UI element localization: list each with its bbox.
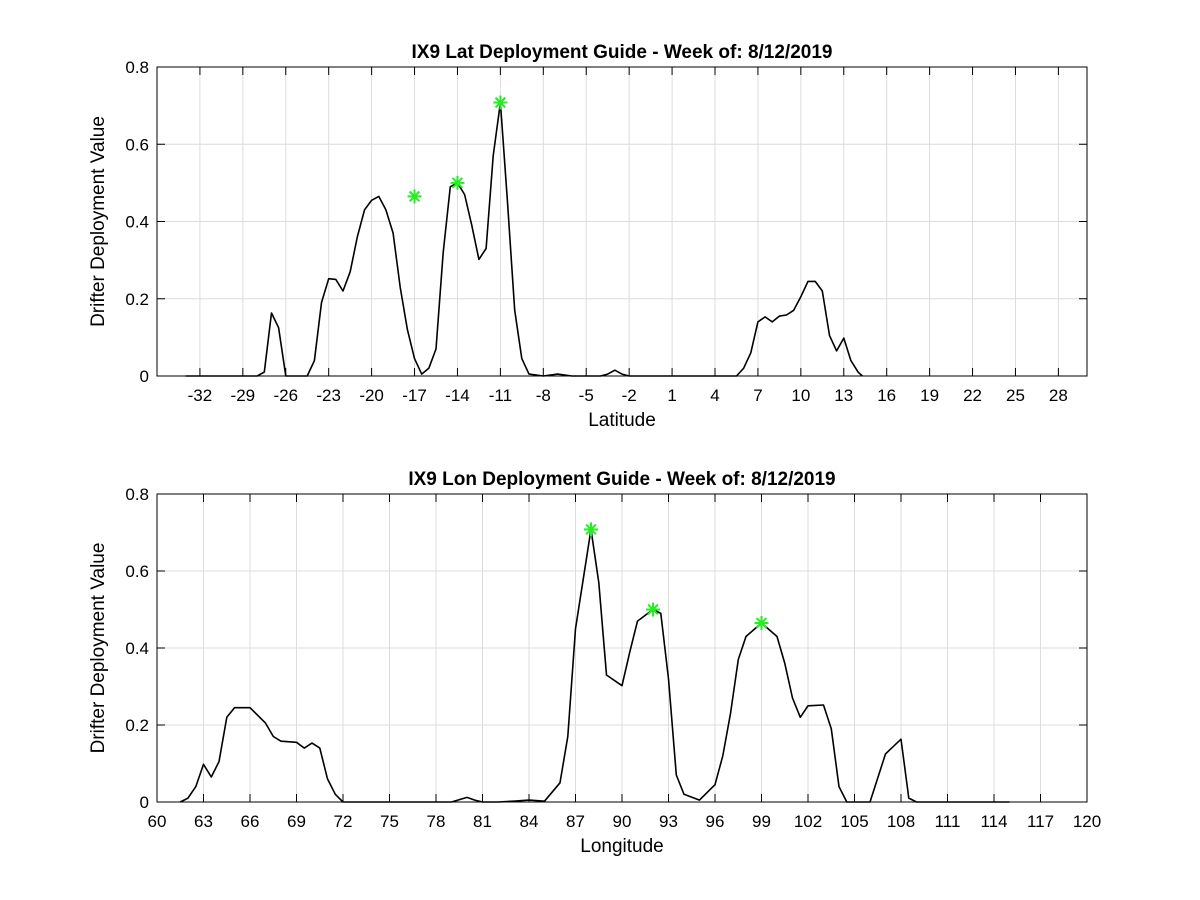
x-axis-label: Latitude [588,410,656,431]
peak-marker-stroke [494,96,506,109]
y-tick-label: 0.2 [125,290,149,309]
y-tick-label: 0.8 [125,485,149,504]
peak-marker [584,522,598,537]
peak-marker [407,189,422,204]
peak-marker [646,602,660,617]
chart-title: IX9 Lat Deployment Guide - Week of: 8/12… [412,42,833,63]
peak-marker-stroke [585,523,597,536]
x-tick-label: 102 [794,812,822,831]
plot-frame [156,66,1088,377]
y-tick-label: 0.8 [125,58,149,77]
x-tick-label: 117 [1027,812,1054,831]
x-tick-label: 108 [887,812,915,831]
x-tick-label: 16 [877,386,896,405]
longitude-chart: 60 63 66 69 72 75 78 81 84 87 90 93 96 99 102 105 108 111… [88,469,1101,857]
x-tick-label: 90 [613,812,632,831]
x-tick-label: 25 [1006,386,1025,405]
x-tick-label: -20 [359,386,384,405]
x-tick-label: 111 [935,812,961,831]
x-tick-label: -11 [489,386,512,405]
x-tick-label: 66 [241,812,260,831]
x-tick-label: 69 [287,812,306,831]
chart-title: IX9 Lon Deployment Guide - Week of: 8/12… [408,469,835,490]
x-tick-label: -23 [316,386,341,405]
x-tick-label: 1 [667,386,676,405]
peak-marker [754,615,769,630]
y-tick-label: 0.6 [125,135,149,154]
x-tick-label: 93 [659,812,678,831]
x-tick-label: -2 [622,386,637,405]
latitude-chart: -32 -29 -26 -23 -20 -17 -14 -11 -8 -5 -2 1 4 7 10 13 16 1… [88,42,1088,431]
y-tick-label: 0.4 [125,213,149,232]
x-axis-label: Longitude [580,836,663,857]
x-tick-label: -14 [445,386,470,405]
peak-marker [450,175,465,190]
peak-marker-stroke [755,617,768,629]
x-tick-label: 84 [520,812,539,831]
x-tick-label: 22 [963,386,982,405]
peak-marker-stroke [451,177,464,189]
y-tick-label: 0.4 [125,639,149,658]
y-tick-label: 0 [140,367,149,386]
peak-marker-stroke [408,190,421,203]
y-tick-label: 0 [140,793,149,812]
x-tick-label: 78 [427,812,446,831]
x-tick-label: 19 [920,386,939,405]
x-tick-label: 72 [334,812,353,831]
x-tick-label: 60 [148,812,167,831]
peak-marker [493,95,508,110]
x-tick-label: 28 [1049,386,1068,405]
x-tick-label: 13 [834,386,853,405]
x-tick-label: -17 [402,386,427,405]
x-tick-label: 63 [194,812,213,831]
y-axis-label: Drifter Deployment Value [88,543,109,754]
x-tick-label: 75 [380,812,399,831]
x-tick-label: 99 [752,812,771,831]
x-tick-label: 120 [1073,812,1101,831]
x-tick-label: -32 [188,386,213,405]
x-tick-label: 87 [566,812,585,831]
x-tick-label: 105 [840,812,868,831]
x-tick-label: -5 [579,386,594,405]
x-tick-label: 7 [753,386,762,405]
x-tick-label: 96 [706,812,725,831]
x-tick-label: 4 [710,386,719,405]
plot-frame [156,493,1088,803]
x-tick-label: 81 [473,812,492,831]
y-tick-label: 0.6 [125,562,149,581]
x-tick-label: -29 [231,386,256,405]
y-axis-label: Drifter Deployment Value [88,116,109,327]
x-tick-label: 10 [791,386,810,405]
x-tick-label: -8 [536,386,551,405]
peak-marker-stroke [647,603,659,616]
series-line [185,101,863,377]
x-tick-label: -26 [273,386,298,405]
y-tick-label: 0.2 [125,716,149,735]
series-line [179,528,1010,803]
x-tick-label: 114 [980,812,1007,831]
